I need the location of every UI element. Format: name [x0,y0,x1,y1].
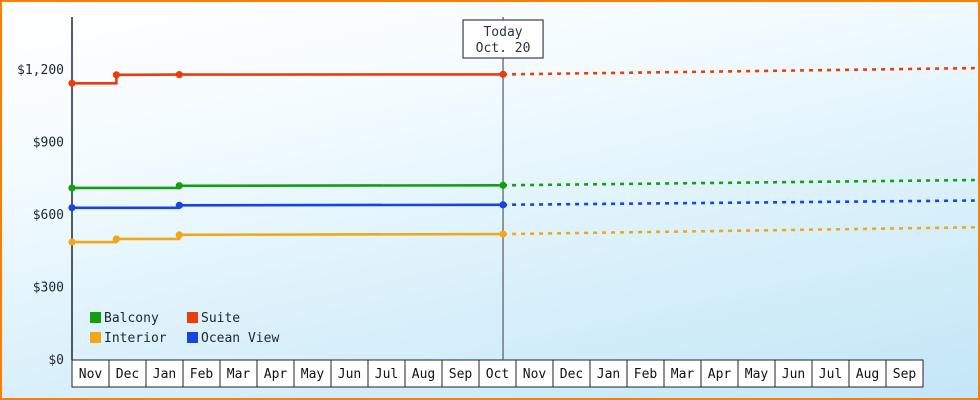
x-axis-month-label: Sep [449,367,473,382]
series-forecast-line [503,199,975,207]
series-line [72,203,504,210]
legend-swatch [90,312,101,323]
x-axis-month-label: Nov [523,367,547,382]
y-axis-tick-label: $600 [33,208,64,223]
x-axis-month-label: Aug [856,367,879,382]
legend-swatch [187,332,198,343]
series-marker [175,231,183,239]
y-axis: $0 $300 $600 $900 $1,200 [17,17,73,368]
x-axis-month-label: Nov [79,367,103,382]
series-marker [68,184,76,192]
x-axis-month-label: May [745,367,769,382]
y-axis-tick-label: $1,200 [17,63,64,78]
month-cell [108,359,147,388]
series-marker [175,182,183,190]
month-cell [367,359,406,388]
x-axis-month-label: Jun [338,367,361,382]
y-axis-tick-label: $300 [33,281,64,296]
series-line [72,184,504,190]
x-axis-month-label: Mar [671,367,695,382]
series-marker [499,201,507,209]
series-marker [68,79,76,87]
x-axis: Nov Dec Jan Feb Mar Apr May Jun Jul Aug Sep Oct Nov D… [71,359,924,388]
month-cell [811,359,850,388]
month-cell [219,359,258,388]
x-axis-month-label: Jan [153,367,176,382]
x-axis-month-label: Oct [486,367,509,382]
x-axis-month-label: Feb [190,367,214,382]
legend-swatch [187,312,198,323]
month-cell [515,359,554,388]
legend-swatch [90,332,101,343]
legend-label: Interior [104,331,167,346]
series-forecast-line [503,178,975,187]
series-marker [499,181,507,189]
x-axis-month-label: Apr [708,367,732,382]
y-axis-tick-label: $900 [33,136,64,151]
series-forecast-line [503,66,975,76]
series-balcony [68,178,975,192]
legend-label: Balcony [104,311,159,326]
x-axis-month-label: May [301,367,325,382]
today-label-line1: Today [483,25,522,40]
today-label-box [462,19,544,59]
month-cell [663,359,702,388]
series-marker [112,71,120,79]
legend-label: Ocean View [201,331,279,346]
month-cell [848,359,887,388]
month-cell [774,359,813,388]
series-line [72,232,504,244]
x-axis-month-label: Feb [634,367,658,382]
series-line [72,73,504,85]
month-cell [71,359,110,388]
month-cell [145,359,184,388]
series-marker [499,230,507,238]
month-cell [626,359,665,388]
x-axis-month-label: Apr [264,367,288,382]
month-cell [552,359,591,388]
today-label-line2: Oct. 20 [476,41,531,56]
x-axis-month-label: Jul [375,367,398,382]
x-axis-month-label: Jan [597,367,620,382]
month-cell [885,359,924,388]
x-axis-month-label: Sep [893,367,917,382]
x-axis-month-label: Jul [819,367,842,382]
series-suite [68,66,975,87]
series-ocean-view [68,199,975,212]
legend-label: Suite [201,311,240,326]
legend: Balcony Suite Interior Ocean View [90,311,279,346]
month-cell [404,359,443,388]
month-cell [256,359,295,388]
series-marker [175,70,183,79]
x-axis-month-label: Mar [227,367,251,382]
series-marker [112,235,120,243]
y-axis-tick-label: $0 [48,353,64,368]
series-marker [499,70,507,78]
x-axis-month-label: Dec [116,367,139,382]
month-cell [737,359,776,388]
series-forecast-line [503,226,975,236]
x-axis-month-label: Dec [560,367,583,382]
x-axis-month-label: Aug [412,367,435,382]
series-marker [68,204,76,212]
month-cell [293,359,332,388]
x-axis-month-label: Jun [782,367,805,382]
series-interior [68,226,975,246]
month-cell [478,359,517,388]
month-cell [330,359,369,388]
series-marker [175,201,183,209]
series-marker [68,238,76,246]
